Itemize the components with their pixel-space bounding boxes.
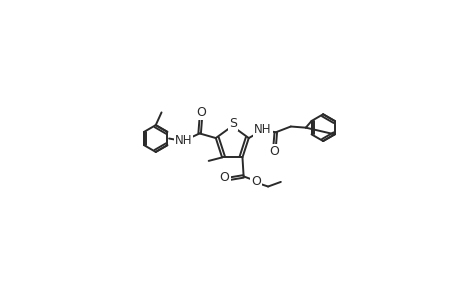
Text: O: O — [219, 171, 229, 184]
Text: O: O — [269, 145, 279, 158]
Text: O: O — [196, 106, 205, 119]
Text: NH: NH — [174, 134, 192, 147]
Text: NH: NH — [254, 124, 271, 136]
Text: S: S — [229, 117, 237, 130]
Text: O: O — [250, 175, 260, 188]
